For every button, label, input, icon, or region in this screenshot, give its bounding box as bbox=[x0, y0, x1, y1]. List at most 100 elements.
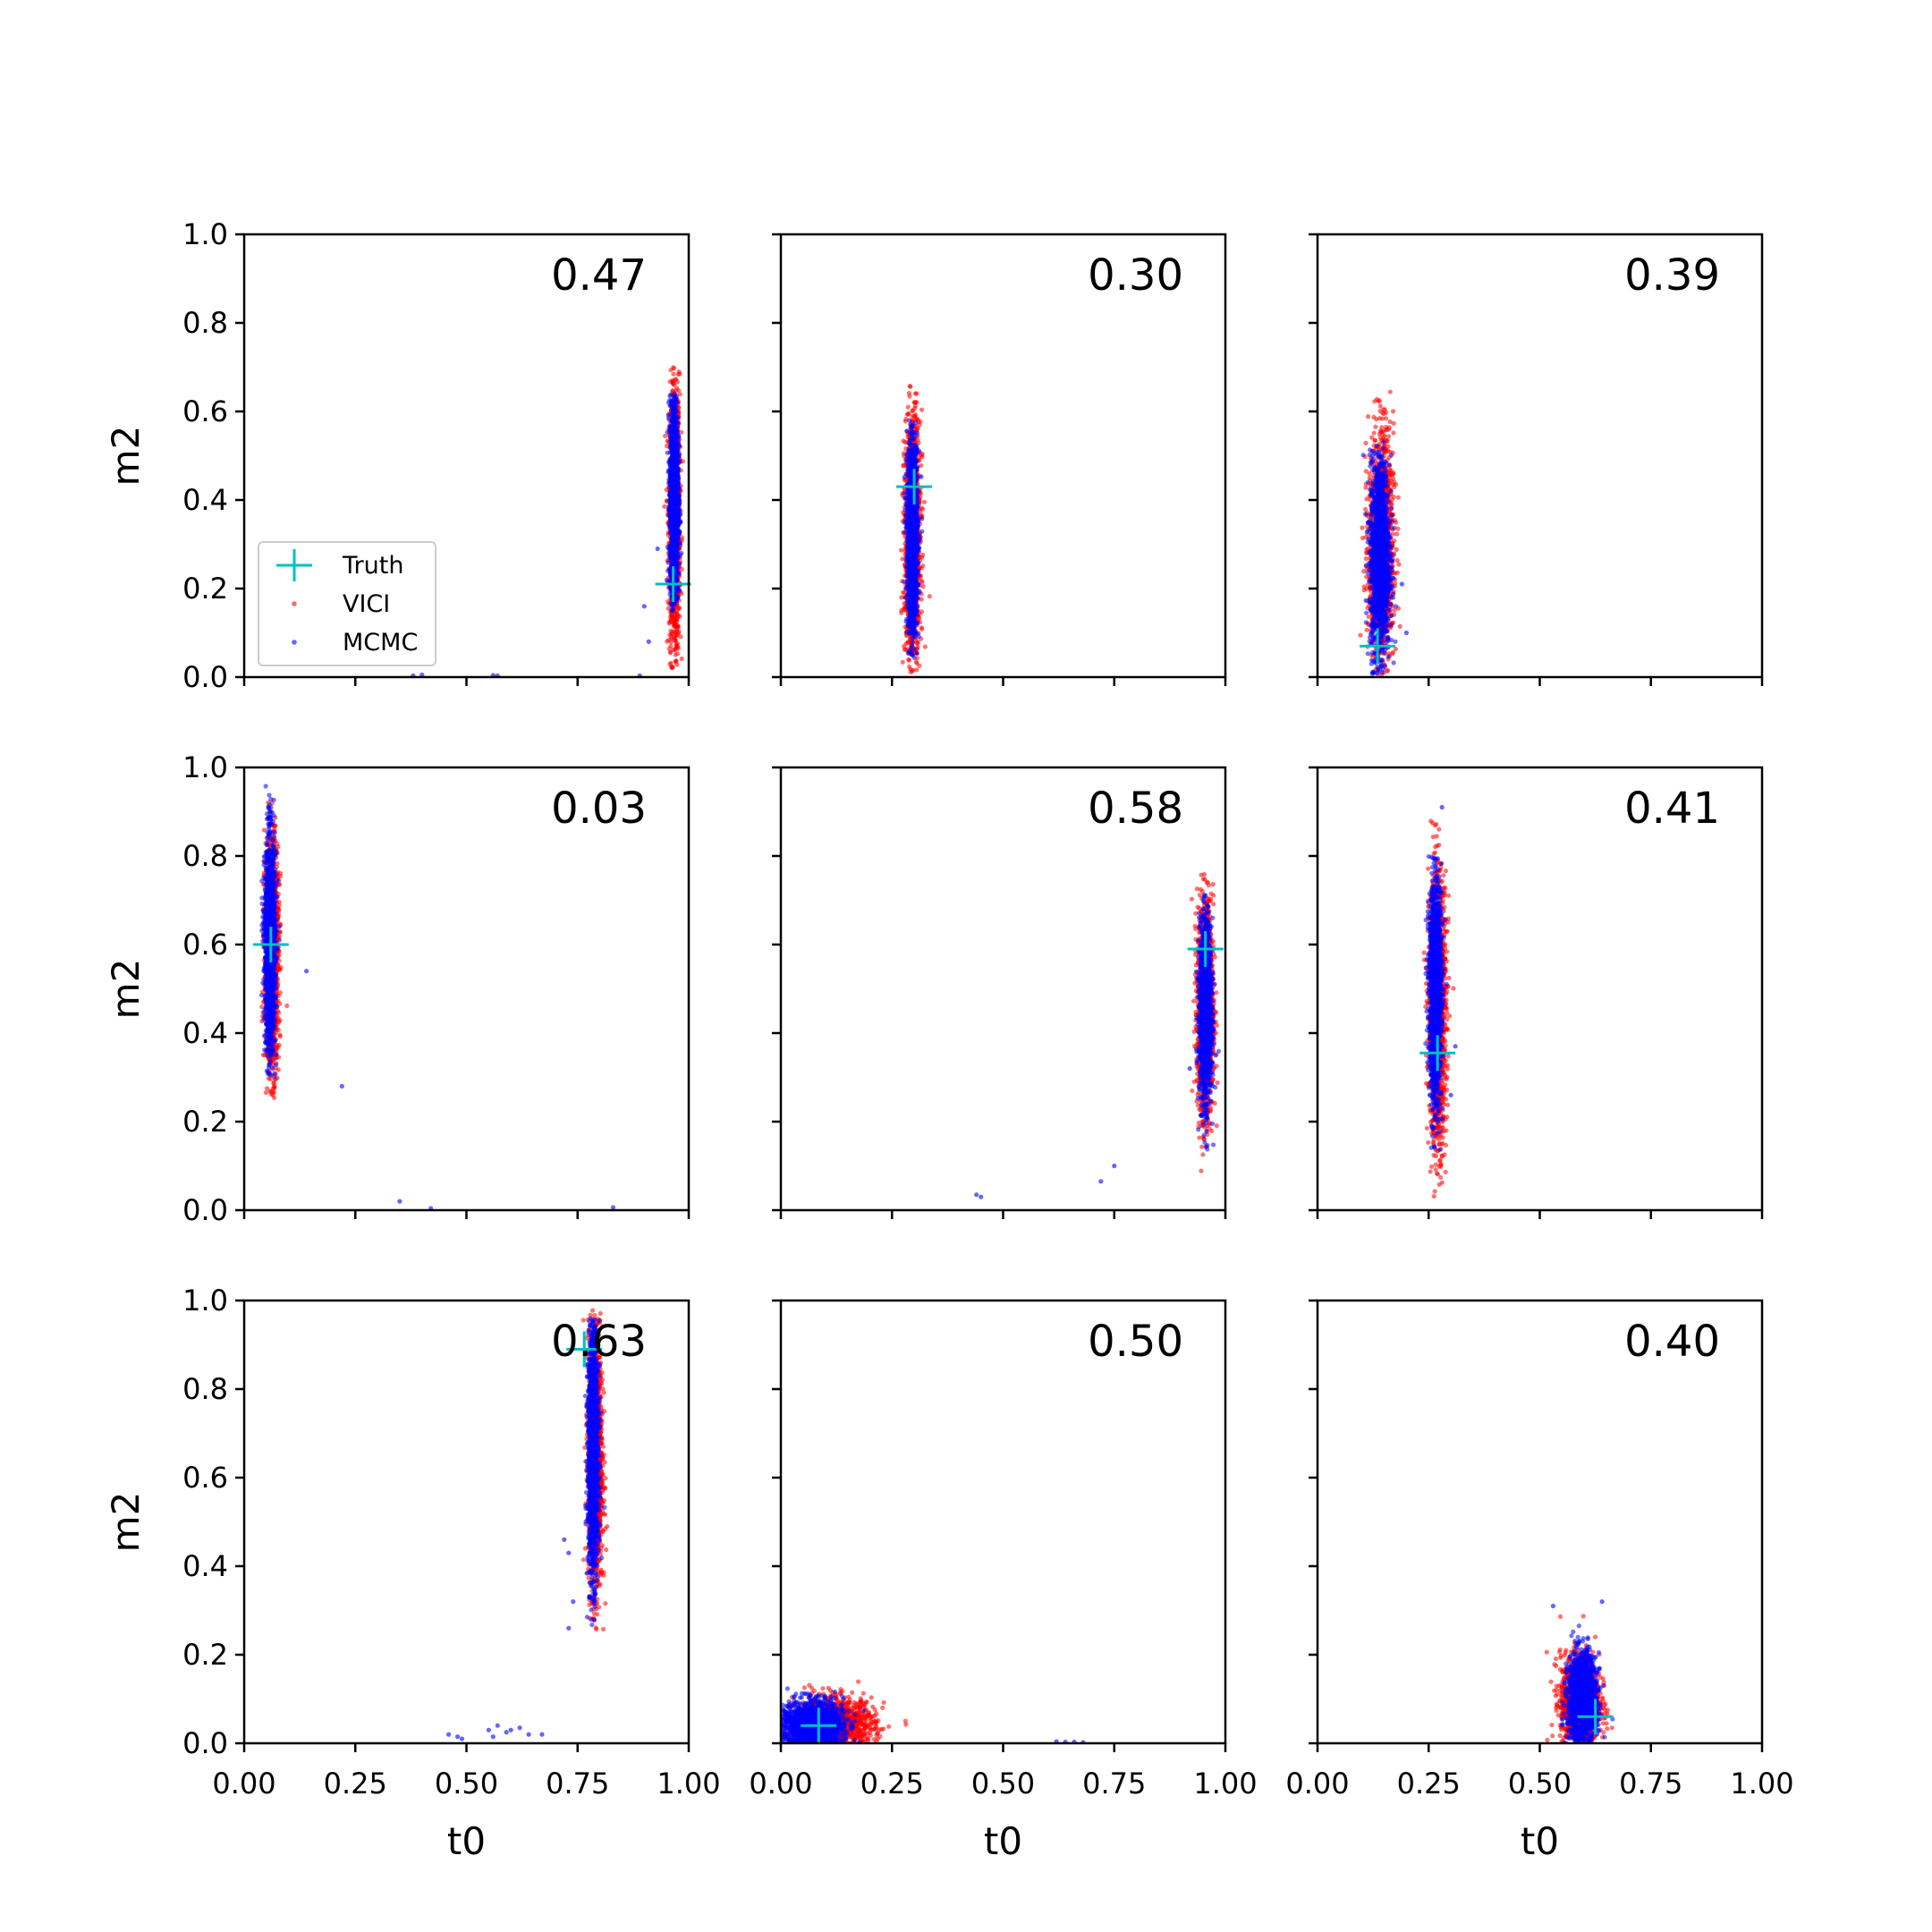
vici-point bbox=[670, 380, 675, 386]
vici-point bbox=[910, 414, 915, 419]
vici-point bbox=[919, 580, 925, 585]
mcmc-point bbox=[667, 481, 674, 487]
vici-point bbox=[675, 646, 682, 651]
vici-point bbox=[671, 371, 676, 377]
mcmc-point bbox=[670, 429, 676, 435]
vici-point bbox=[669, 612, 674, 617]
vici-point bbox=[914, 667, 919, 673]
legend-mcmc-marker bbox=[292, 640, 297, 645]
vici-point bbox=[921, 499, 927, 504]
mcmc-point bbox=[669, 398, 674, 403]
mcmc-point bbox=[671, 491, 677, 496]
vici-point bbox=[662, 504, 667, 509]
mcmc-point bbox=[902, 490, 907, 496]
panel-points bbox=[899, 384, 932, 675]
y-tick-label: 1.0 bbox=[182, 217, 228, 251]
mcmc-point bbox=[668, 392, 674, 397]
mcmc-point bbox=[670, 502, 675, 508]
mcmc-point bbox=[670, 440, 676, 446]
mcmc-point bbox=[670, 536, 675, 541]
mcmc-point bbox=[916, 634, 921, 640]
vici-point bbox=[674, 379, 681, 385]
vici-point bbox=[672, 648, 678, 653]
vici-point bbox=[669, 665, 675, 671]
vici-point bbox=[902, 439, 908, 445]
mcmc-point bbox=[668, 495, 674, 500]
vici-point bbox=[901, 589, 906, 595]
vici-point bbox=[906, 391, 912, 396]
vici-point bbox=[668, 640, 674, 645]
mcmc-point bbox=[665, 450, 670, 455]
mcmc-point bbox=[902, 496, 907, 501]
mcmc-point bbox=[673, 433, 678, 438]
mcmc-point bbox=[902, 520, 907, 525]
y-axis-label: m2 bbox=[104, 426, 148, 487]
mcmc-point bbox=[665, 544, 671, 550]
vici-point bbox=[919, 609, 924, 614]
mcmc-point bbox=[669, 602, 674, 607]
mcmc-point bbox=[674, 571, 680, 576]
mcmc-outlier-point bbox=[641, 604, 647, 609]
vici-point bbox=[663, 433, 668, 438]
mcmc-point bbox=[675, 453, 681, 460]
vici-point bbox=[919, 625, 924, 631]
mcmc-point bbox=[670, 550, 675, 555]
mcmc-point bbox=[673, 395, 678, 401]
vici-point bbox=[905, 640, 911, 645]
vici-point bbox=[678, 634, 683, 640]
vici-point bbox=[668, 660, 674, 666]
mcmc-point bbox=[671, 606, 676, 612]
vici-point bbox=[912, 403, 918, 409]
mcmc-point bbox=[674, 399, 679, 405]
mcmc-point bbox=[674, 576, 679, 582]
mcmc-point bbox=[674, 439, 680, 445]
panel-points bbox=[411, 365, 686, 677]
mcmc-point bbox=[667, 571, 674, 576]
y-tick-label: 0.6 bbox=[182, 394, 228, 428]
vici-point bbox=[902, 606, 907, 612]
vici-point bbox=[665, 606, 672, 612]
vici-point bbox=[674, 659, 679, 665]
vici-point bbox=[919, 462, 924, 469]
vici-point bbox=[674, 613, 680, 618]
vici-point bbox=[899, 547, 904, 553]
vici-point bbox=[673, 623, 679, 629]
vici-point bbox=[922, 644, 928, 649]
legend-vici-marker bbox=[292, 601, 297, 606]
mcmc-point bbox=[670, 412, 675, 418]
legend-label-vici: VICI bbox=[343, 590, 390, 618]
vici-point bbox=[919, 454, 925, 460]
mcmc-point bbox=[673, 410, 678, 415]
mcmc-point bbox=[673, 425, 678, 430]
mcmc-point bbox=[668, 543, 674, 548]
vici-point bbox=[912, 400, 918, 405]
vici-point bbox=[919, 555, 925, 560]
mcmc-point bbox=[673, 524, 678, 530]
vici-point bbox=[677, 392, 682, 397]
vici-point bbox=[906, 657, 912, 663]
mcmc-point bbox=[673, 479, 678, 484]
mcmc-point bbox=[910, 640, 916, 645]
legend-label-truth: Truth bbox=[342, 552, 403, 580]
vici-point bbox=[915, 639, 920, 645]
mcmc-point bbox=[672, 475, 677, 480]
vici-point bbox=[679, 429, 684, 435]
vici-point bbox=[900, 659, 905, 665]
mcmc-outlier-point bbox=[655, 546, 660, 552]
vici-point bbox=[673, 637, 678, 642]
vici-point bbox=[905, 404, 911, 410]
mcmc-point bbox=[913, 442, 919, 448]
mcmc-point bbox=[910, 436, 916, 442]
mcmc-point bbox=[670, 455, 675, 461]
panel-2: 0.30 bbox=[772, 233, 1227, 686]
mcmc-point bbox=[667, 554, 673, 559]
mcmc-point bbox=[664, 577, 670, 582]
mcmc-point bbox=[669, 419, 674, 424]
vici-point bbox=[667, 650, 674, 656]
mcmc-point bbox=[674, 448, 680, 453]
mcmc-point bbox=[919, 529, 925, 534]
vici-point bbox=[914, 661, 919, 666]
mcmc-point bbox=[673, 404, 679, 410]
mcmc-point bbox=[919, 516, 925, 521]
